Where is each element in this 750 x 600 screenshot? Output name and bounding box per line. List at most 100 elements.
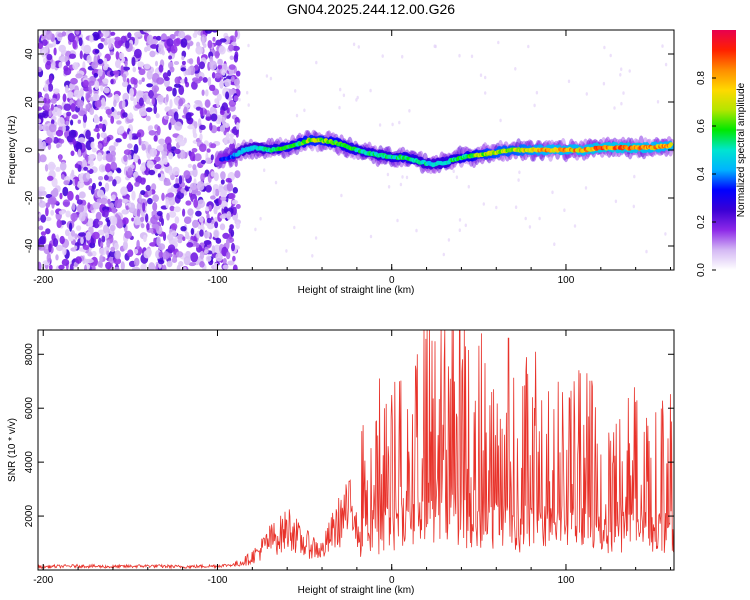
noise-blob	[89, 107, 95, 115]
noise-blob	[97, 58, 103, 65]
noise-speck	[338, 105, 341, 110]
noise-speck	[553, 242, 556, 246]
noise-blob	[161, 218, 164, 226]
noise-speck	[386, 172, 390, 177]
noise-speck	[415, 228, 418, 233]
noise-blob	[85, 258, 94, 264]
noise-blob	[127, 249, 134, 257]
y-tick-label: 6000	[24, 397, 35, 420]
noise-blob	[113, 114, 121, 120]
noise-blob	[88, 185, 92, 191]
noise-blob	[78, 232, 86, 237]
noise-blob	[92, 182, 96, 190]
noise-blob	[63, 180, 70, 186]
noise-blob	[158, 243, 166, 251]
noise-blob	[70, 212, 78, 222]
noise-blob	[47, 175, 54, 181]
noise-blob	[122, 73, 127, 83]
x-tick-label: -200	[33, 575, 53, 586]
noise-blob	[99, 254, 103, 264]
noise-blob	[152, 202, 158, 212]
noise-blob	[199, 143, 207, 152]
noise-blob	[151, 96, 155, 106]
noise-blob	[185, 112, 192, 121]
noise-speck	[585, 92, 588, 96]
noise-blob	[231, 242, 235, 252]
noise-speck	[369, 88, 372, 93]
noise-speck	[467, 184, 470, 189]
noise-speck	[408, 109, 411, 113]
x-tick-label: 0	[389, 575, 395, 586]
noise-blob	[147, 197, 153, 205]
noise-blob	[75, 30, 80, 35]
noise-blob	[58, 61, 63, 69]
noise-blob	[172, 166, 180, 176]
noise-blob	[219, 109, 225, 115]
noise-blob	[95, 211, 102, 221]
noise-speck	[399, 182, 403, 187]
noise-blob	[110, 31, 116, 36]
noise-blob	[141, 111, 148, 116]
noise-blob	[92, 93, 100, 101]
noise-blob	[180, 67, 187, 72]
noise-blob	[158, 259, 165, 265]
noise-blob	[152, 194, 160, 203]
noise-blob	[122, 240, 128, 251]
noise-blob	[142, 202, 146, 212]
noise-blob	[105, 163, 112, 173]
noise-speck	[645, 249, 648, 254]
colorbar-tick-label: 0.4	[696, 167, 707, 181]
noise-blob	[46, 60, 51, 66]
noise-blob	[52, 187, 59, 198]
noise-speck	[613, 106, 616, 110]
noise-blob	[220, 179, 225, 185]
noise-blob	[174, 216, 180, 224]
noise-blob	[123, 149, 132, 156]
noise-blob	[87, 202, 91, 210]
noise-blob	[57, 117, 65, 127]
noise-blob	[61, 31, 67, 37]
noise-blob	[209, 122, 213, 131]
noise-blob	[78, 211, 86, 222]
noise-blob	[69, 222, 73, 232]
noise-blob	[102, 78, 109, 85]
noise-speck	[632, 204, 635, 209]
noise-blob	[58, 264, 65, 270]
noise-blob	[180, 38, 188, 48]
noise-blob	[87, 218, 94, 228]
noise-blob	[107, 175, 114, 182]
noise-blob	[111, 194, 116, 200]
noise-blob	[153, 87, 157, 97]
noise-blob	[76, 180, 85, 189]
noise-blob	[73, 245, 78, 250]
x-tick-label: 0	[389, 275, 395, 286]
noise-blob	[190, 228, 195, 235]
noise-blob	[110, 115, 115, 124]
noise-blob	[58, 44, 66, 53]
noise-blob	[178, 139, 186, 147]
noise-blob	[48, 264, 53, 270]
noise-blob	[151, 210, 157, 216]
noise-blob	[40, 214, 47, 223]
noise-blob	[143, 250, 151, 259]
noise-speck	[387, 185, 391, 189]
noise-blob	[169, 205, 175, 212]
noise-blob	[50, 97, 57, 104]
noise-blob	[140, 264, 146, 270]
noise-speck	[355, 98, 358, 102]
noise-blob	[200, 173, 205, 182]
noise-blob	[138, 136, 142, 146]
noise-blob	[177, 238, 183, 244]
noise-blob	[215, 252, 223, 262]
noise-blob	[125, 40, 130, 49]
noise-blob	[85, 140, 93, 151]
noise-blob	[108, 38, 112, 49]
noise-blob	[38, 261, 42, 270]
noise-blob	[38, 97, 45, 106]
noise-blob	[153, 237, 157, 245]
noise-blob	[50, 209, 55, 216]
noise-speck	[482, 202, 485, 206]
noise-blob	[225, 251, 231, 260]
noise-blob	[194, 153, 202, 162]
